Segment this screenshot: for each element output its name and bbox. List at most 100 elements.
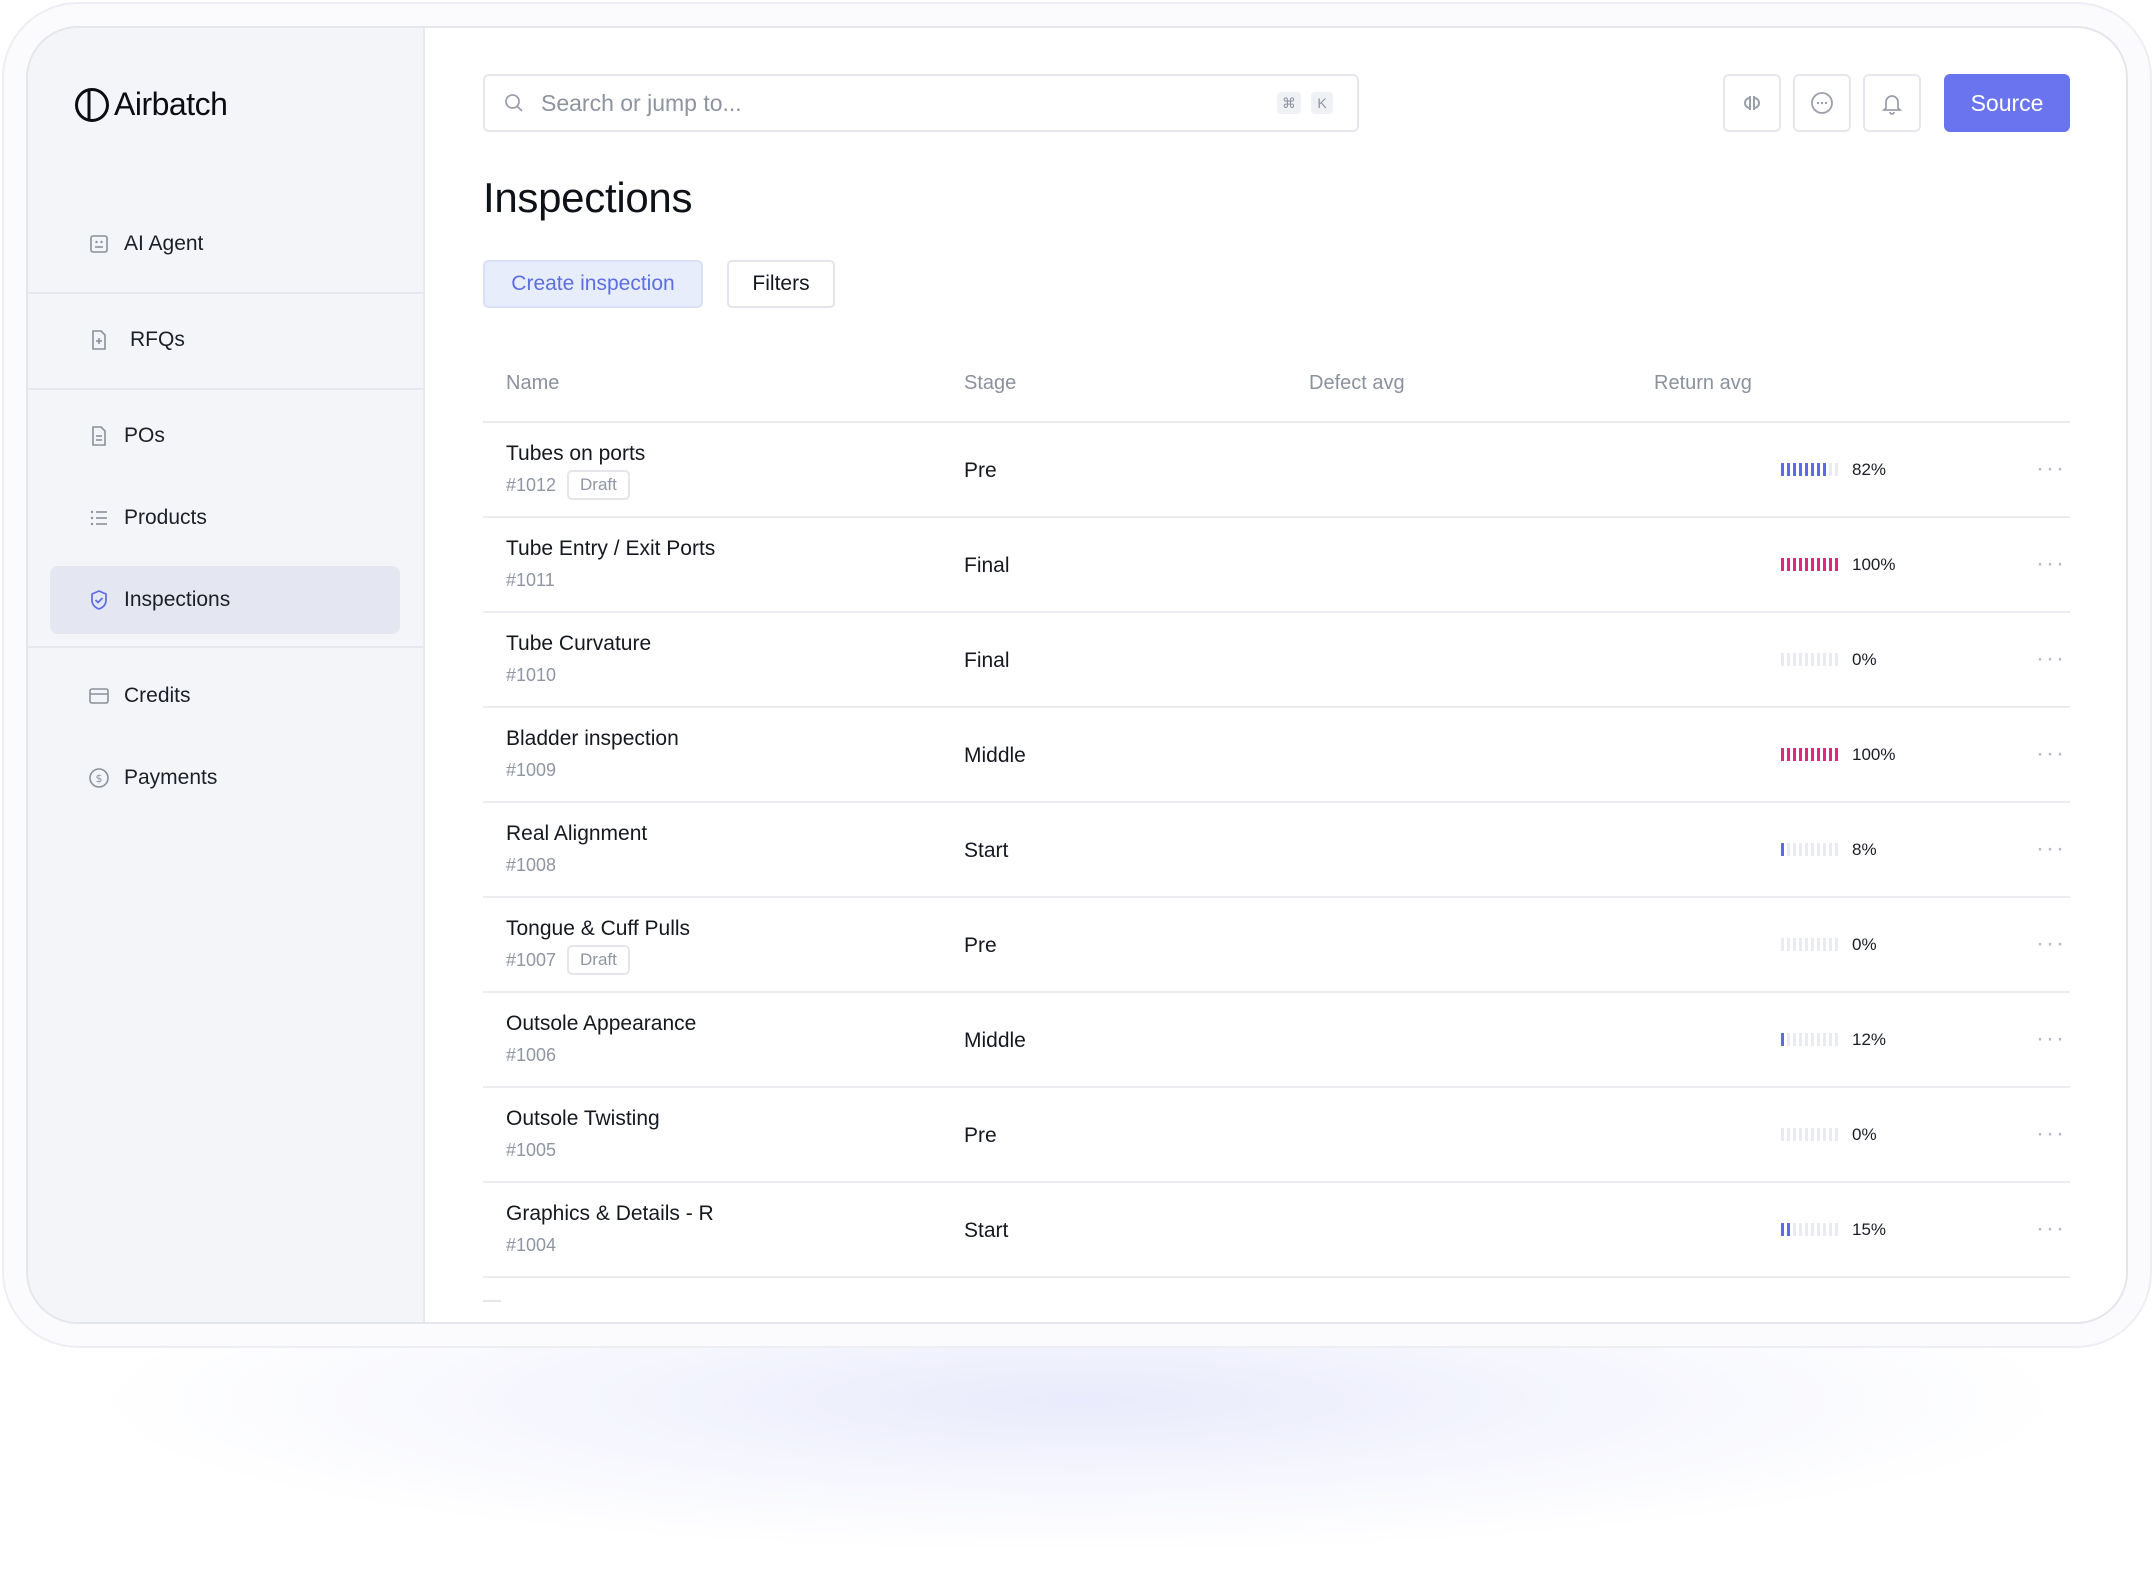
inspection-id: #1009 <box>506 760 557 780</box>
inspection-name[interactable]: Tubes on ports <box>506 442 646 465</box>
inspection-name[interactable]: Tube Curvature <box>506 632 652 655</box>
more-options-icon[interactable]: ··· <box>2036 740 2066 767</box>
meter-segment <box>1781 938 1784 951</box>
inspection-id: #1008 <box>506 855 557 875</box>
meter-segment <box>2126 1128 2128 1141</box>
more-options-icon[interactable]: ··· <box>2036 455 2066 482</box>
filters-button[interactable]: Filters <box>727 260 835 308</box>
more-options-icon[interactable]: ··· <box>2036 835 2066 862</box>
search-bar[interactable]: ⌘ K <box>483 74 1359 132</box>
sidebar-divider <box>28 292 425 294</box>
meter-segment <box>1835 558 1838 571</box>
meter-segment <box>1829 1128 1832 1141</box>
column-header-return-avg[interactable]: Return avg <box>1654 372 1752 394</box>
sidebar-item-rfqs[interactable]: RFQs <box>50 306 400 374</box>
sidebar-item-products[interactable]: Products <box>50 484 400 552</box>
sidebar-item-pos[interactable]: POs <box>50 402 400 470</box>
meter-segment <box>1799 653 1802 666</box>
meter-segment <box>1799 558 1802 571</box>
sidebar-item-label: AI Agent <box>124 232 204 255</box>
stage-value: Pre <box>964 1124 997 1147</box>
meter-segment <box>1793 843 1796 856</box>
meter-segment <box>1787 748 1790 761</box>
defect-meter <box>1781 1128 1838 1141</box>
meter-segment <box>1823 653 1826 666</box>
more-options-icon[interactable]: ··· <box>2036 1215 2066 1242</box>
meter-segment <box>2126 463 2128 476</box>
defect-avg-value: 12% <box>1852 1030 1887 1049</box>
meter-segment <box>1781 843 1784 856</box>
table-row[interactable]: Tube Entry / Exit Ports#1011Final100%21%… <box>483 518 2070 613</box>
search-icon <box>505 94 523 112</box>
meter-segment <box>1805 463 1808 476</box>
meter-segment <box>1811 558 1814 571</box>
meter-segment <box>1793 938 1796 951</box>
meter-segment <box>1817 1033 1820 1046</box>
stage-value: Final <box>964 554 1010 577</box>
meter-segment <box>1817 1223 1820 1236</box>
quickbooks-icon <box>1744 96 1760 110</box>
meter-segment <box>1799 843 1802 856</box>
table-header-divider <box>483 421 2070 423</box>
inspection-name[interactable]: Bladder inspection <box>506 727 679 750</box>
inspection-id: #1006 <box>506 1045 557 1065</box>
sidebar-item-payments[interactable]: $ Payments <box>50 744 400 812</box>
source-button[interactable]: Source <box>1944 74 2070 132</box>
meter-segment <box>1811 938 1814 951</box>
meter-segment <box>1787 843 1790 856</box>
inspection-name[interactable]: Outsole Appearance <box>506 1012 697 1035</box>
meter-segment <box>1781 463 1784 476</box>
meter-segment <box>1823 463 1826 476</box>
more-options-icon[interactable]: ··· <box>2036 930 2066 957</box>
more-options-icon[interactable]: ··· <box>2036 1120 2066 1147</box>
create-inspection-button[interactable]: Create inspection <box>483 260 703 308</box>
inspection-name[interactable]: Tongue & Cuff Pulls <box>506 917 691 940</box>
inspection-name[interactable]: Outsole Twisting <box>506 1107 660 1130</box>
stage-value: Pre <box>964 934 997 957</box>
draft-badge: Draft <box>567 945 630 975</box>
sidebar-item-credits[interactable]: Credits <box>50 662 400 730</box>
inspection-name[interactable]: Tube Entry / Exit Ports <box>506 537 716 560</box>
return-meter <box>2126 1223 2128 1236</box>
meter-segment <box>1781 558 1784 571</box>
column-header-stage[interactable]: Stage <box>964 372 1017 394</box>
list-icon <box>90 510 107 526</box>
sidebar-item-inspections[interactable]: Inspections <box>50 566 400 634</box>
defect-avg-value: 0% <box>1852 935 1877 954</box>
more-options-icon[interactable]: ··· <box>2036 645 2066 672</box>
page-title: Inspections <box>483 174 693 221</box>
meter-segment <box>1787 1223 1790 1236</box>
meter-segment <box>1817 463 1820 476</box>
more-options-icon[interactable]: ··· <box>2036 550 2066 577</box>
defect-meter <box>1781 748 1838 761</box>
defect-meter <box>1781 938 1838 951</box>
quickbooks-button[interactable] <box>1723 74 1781 132</box>
sidebar-item-ai-agent[interactable]: AI Agent <box>50 210 400 278</box>
notifications-button[interactable] <box>1863 74 1921 132</box>
meter-segment <box>1823 938 1826 951</box>
meter-segment <box>1829 938 1832 951</box>
meter-segment <box>1811 1128 1814 1141</box>
file-plus-icon <box>92 330 106 350</box>
meter-segment <box>2126 843 2128 856</box>
return-meter <box>2126 558 2128 571</box>
column-header-defect-avg[interactable]: Defect avg <box>1309 372 1405 394</box>
search-input[interactable] <box>541 89 1241 117</box>
more-options-icon[interactable]: ··· <box>2036 1025 2066 1052</box>
column-header-name[interactable]: Name <box>506 372 560 394</box>
inspection-name[interactable]: Graphics & Details - R <box>506 1202 714 1225</box>
return-meter <box>2126 463 2128 476</box>
inspection-name[interactable]: Real Alignment <box>506 822 648 845</box>
chat-button[interactable] <box>1793 74 1851 132</box>
defect-meter <box>1781 1033 1838 1046</box>
logo[interactable]: Airbatch <box>74 86 228 123</box>
file-text-icon <box>92 426 106 446</box>
